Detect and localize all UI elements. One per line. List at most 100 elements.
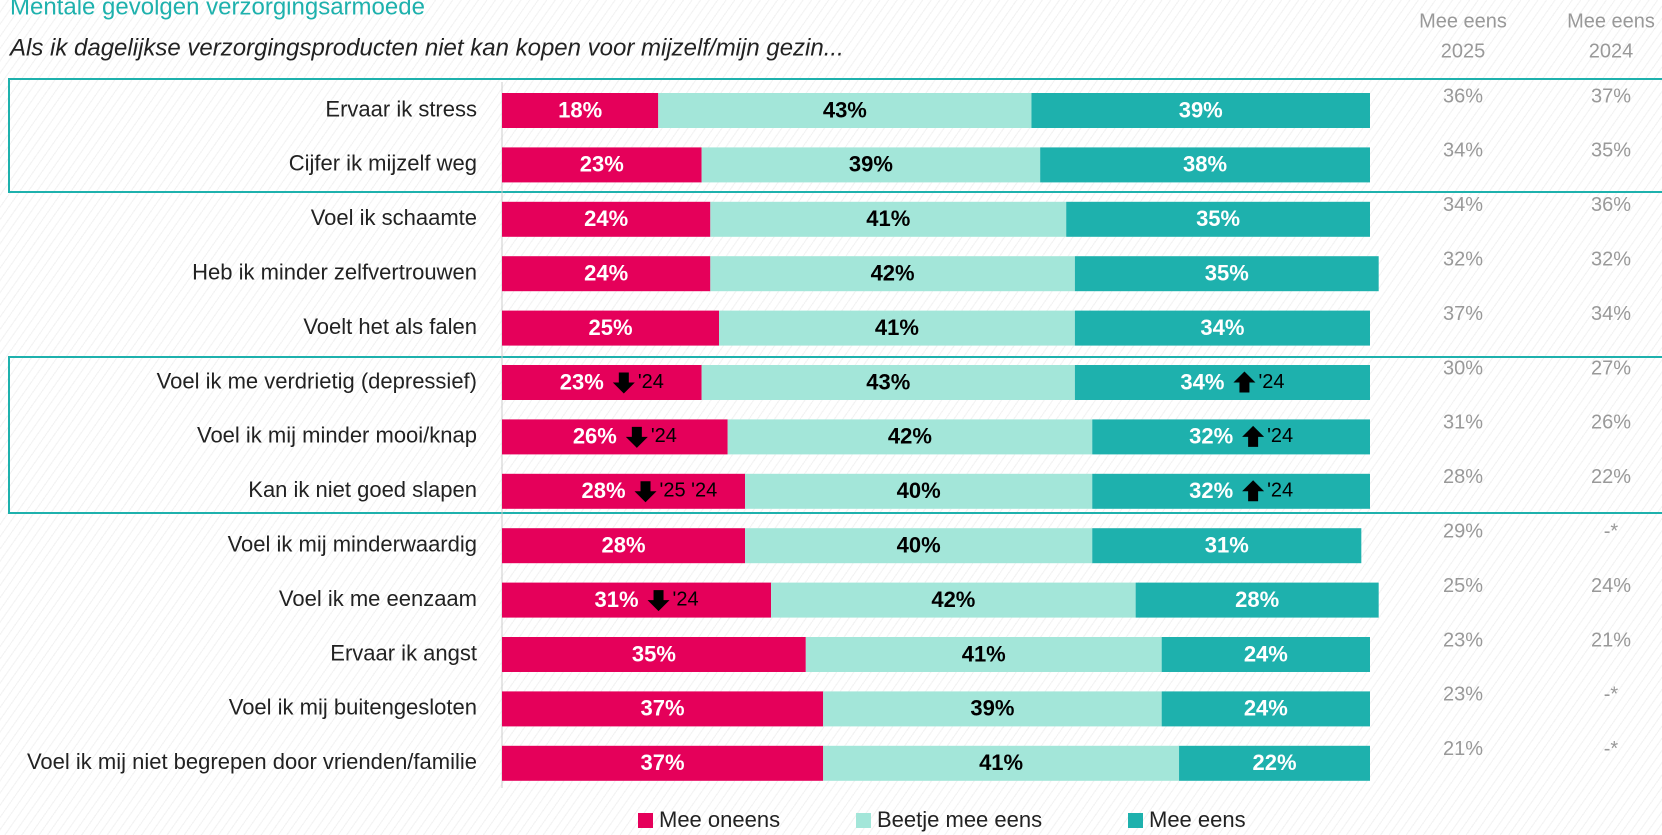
bar-segment <box>1074 365 1370 400</box>
bar-segment <box>502 201 711 237</box>
bar-segment <box>502 419 728 455</box>
value-label: 41% <box>979 750 1023 775</box>
trend-arrow <box>1242 480 1265 502</box>
column-value: 36% <box>1443 85 1483 107</box>
column-value: 23% <box>1443 629 1483 651</box>
bar-segment <box>1161 637 1370 672</box>
annotation: '24 <box>651 425 677 447</box>
column-value: 34% <box>1591 303 1631 325</box>
value-label: 28% <box>1235 587 1279 612</box>
legend-swatch <box>1128 813 1143 828</box>
value-label: 28% <box>581 478 625 503</box>
value-label: 24% <box>584 206 628 231</box>
bar-segment <box>727 419 1093 455</box>
y-tick-label: Heb ik minder zelfvertrouwen <box>192 260 477 285</box>
bar-segment <box>805 637 1162 672</box>
value-label: 31% <box>1205 533 1249 558</box>
column-value: 36% <box>1591 194 1631 216</box>
trend-arrow <box>625 426 648 448</box>
column-header: Mee eens <box>1567 10 1655 32</box>
bar-segment <box>745 528 1093 564</box>
value-label: 35% <box>1205 261 1249 286</box>
value-label: 24% <box>1244 641 1288 666</box>
value-label: 42% <box>888 424 932 449</box>
bar-segment <box>502 745 824 781</box>
bar-segment <box>1092 419 1370 455</box>
value-label: 24% <box>1244 696 1288 721</box>
value-label: 34% <box>1180 369 1224 394</box>
y-tick-label: Voel ik mij minderwaardig <box>228 532 477 557</box>
y-tick-label: Voel ik me eenzaam <box>279 586 477 611</box>
bar-segment <box>1040 147 1370 183</box>
trend-arrow <box>612 372 635 394</box>
column-value: 22% <box>1591 466 1631 488</box>
column-header: Mee eens <box>1419 10 1507 32</box>
bar-segment <box>658 93 1032 128</box>
bar-segment <box>1092 528 1362 564</box>
value-label: 18% <box>558 97 602 122</box>
value-label: 37% <box>641 696 685 721</box>
bar-segment <box>1092 473 1370 509</box>
y-tick-label: Cijfer ik mijzelf weg <box>289 151 477 176</box>
legend-swatch <box>856 813 871 828</box>
value-label: 37% <box>641 750 685 775</box>
value-label: 22% <box>1252 750 1296 775</box>
bar-segment <box>710 201 1067 237</box>
chart-title: Mentale gevolgen verzorgingsarmoede <box>10 0 425 20</box>
column-value: 32% <box>1443 248 1483 270</box>
bar-segment <box>502 310 719 346</box>
column-value: 37% <box>1443 303 1483 325</box>
value-label: 43% <box>823 97 867 122</box>
value-label: 41% <box>875 315 919 340</box>
value-label: 39% <box>970 696 1014 721</box>
value-label: 24% <box>584 261 628 286</box>
value-label: 26% <box>573 424 617 449</box>
annotation: '25 '24 <box>660 480 718 502</box>
column-value: 27% <box>1591 357 1631 379</box>
column-value: -* <box>1604 520 1619 542</box>
bar-segment <box>823 691 1162 727</box>
bar-segment <box>701 147 1041 183</box>
annotation: '24 <box>1267 480 1293 502</box>
value-label: 40% <box>897 478 941 503</box>
value-label: 25% <box>588 315 632 340</box>
bar-segment <box>1179 745 1370 781</box>
column-value: 34% <box>1443 194 1483 216</box>
column-value: 31% <box>1443 412 1483 434</box>
value-label: 43% <box>866 369 910 394</box>
annotation: '24 <box>638 371 664 393</box>
column-value: 34% <box>1443 140 1483 162</box>
bar-segment <box>502 473 746 509</box>
bar-segment <box>502 528 746 564</box>
annotation: '24 <box>1267 425 1293 447</box>
value-label: 34% <box>1200 315 1244 340</box>
y-tick-label: Voel ik schaamte <box>311 205 477 230</box>
column-value: -* <box>1604 738 1619 760</box>
legend-label: Beetje mee eens <box>877 807 1042 832</box>
column-value: 24% <box>1591 575 1631 597</box>
bar-segment <box>719 310 1075 346</box>
y-tick-label: Voel ik mij niet begrepen door vrienden/… <box>27 749 477 774</box>
value-label: 42% <box>871 261 915 286</box>
y-tick-label: Voelt het als falen <box>303 314 477 339</box>
bar-segment <box>1074 256 1379 292</box>
column-header: 2024 <box>1589 40 1634 62</box>
value-label: 32% <box>1189 478 1233 503</box>
legend-swatch <box>638 813 653 828</box>
value-label: 23% <box>560 369 604 394</box>
bar-segment <box>1135 582 1379 618</box>
value-label: 23% <box>580 152 624 177</box>
bar-segment <box>502 256 711 292</box>
value-label: 39% <box>849 152 893 177</box>
bar-segment <box>1161 691 1370 727</box>
value-label: 35% <box>1196 206 1240 231</box>
value-label: 40% <box>897 533 941 558</box>
value-label: 41% <box>866 206 910 231</box>
value-label: 39% <box>1179 97 1223 122</box>
y-tick-label: Voel ik me verdrietig (depressief) <box>157 368 477 393</box>
column-value: 37% <box>1591 85 1631 107</box>
highlight-box <box>8 78 1662 193</box>
value-label: 38% <box>1183 152 1227 177</box>
column-value: 30% <box>1443 357 1483 379</box>
bar-segment <box>502 147 702 183</box>
